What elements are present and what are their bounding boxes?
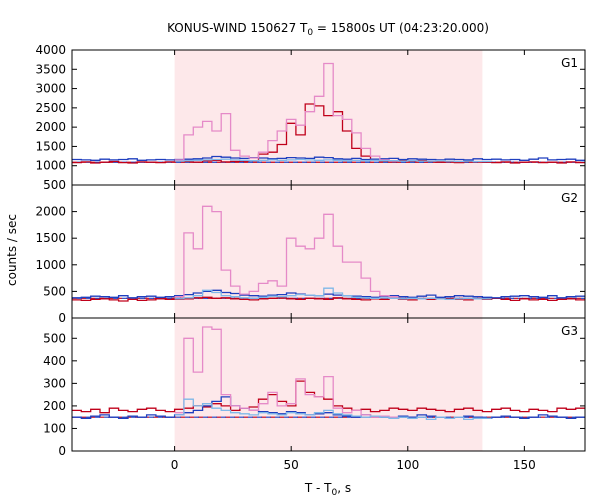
y-tick-label: 500 [43, 284, 66, 298]
y-tick-label: 2000 [35, 205, 66, 219]
y-tick-label: 1000 [35, 258, 66, 272]
title-rest: = 15800s UT (04:23:20.000) [313, 21, 489, 35]
series-blue [72, 155, 585, 161]
xlabel-rest: , s [337, 481, 351, 495]
series-lightblue [174, 398, 492, 421]
panel-plot-area [72, 326, 585, 421]
y-tick-label: 1500 [35, 231, 66, 245]
y-tick-label: 1500 [35, 139, 66, 153]
series-lightblue [174, 287, 492, 301]
panel-label: G2 [561, 191, 578, 205]
xlabel-main: T - T [304, 481, 332, 495]
y-tick-label: 500 [43, 178, 66, 192]
y-tick-label: 300 [43, 376, 66, 390]
series-lightblue [174, 158, 492, 163]
y-tick-label: 100 [43, 421, 66, 435]
y-tick-label: 500 [43, 331, 66, 345]
x-tick-label: 0 [171, 458, 179, 472]
y-tick-label: 0 [58, 311, 66, 325]
x-tick-label: 50 [284, 458, 299, 472]
panel-g3: 0 100 200 300 400 500 G3 [43, 317, 586, 458]
y-axis-label: counts / sec [5, 214, 19, 286]
xlabel-subscript: 0 [332, 488, 338, 498]
title-main: KONUS-WIND 150627 T [167, 21, 308, 35]
chart-title: KONUS-WIND 150627 T0 = 15800s UT (04:23:… [167, 21, 489, 38]
series-blue [72, 289, 585, 299]
panel-g1: 500 1000 1500 2000 2500 3000 3500 4000 G1 [35, 43, 586, 192]
y-tick-label: 2000 [35, 120, 66, 134]
y-tick-label: 2500 [35, 101, 66, 115]
title-subscript: 0 [307, 28, 313, 38]
panel-frame [71, 317, 586, 452]
x-tick-label: 100 [396, 458, 419, 472]
series-red [72, 296, 585, 302]
panel-g2: 0 500 1000 1500 2000 G2 [35, 184, 586, 325]
y-tick-label: 3000 [35, 82, 66, 96]
y-tick-label: 400 [43, 354, 66, 368]
y-tick-label: 0 [58, 444, 66, 458]
series-pink [174, 326, 399, 418]
panels: 5001000150020002500300035004000G10500100… [35, 43, 586, 472]
panel-plot-area [72, 205, 585, 302]
y-tick-label: 1000 [35, 159, 66, 173]
shaded-interval [174, 318, 483, 451]
panel-label: G3 [561, 324, 578, 338]
series-pink [174, 62, 399, 162]
panel-label: G1 [561, 56, 578, 70]
panel-plot-area [72, 62, 585, 164]
x-tick-label: 150 [513, 458, 536, 472]
y-tick-label: 3500 [35, 62, 66, 76]
y-tick-label: 200 [43, 399, 66, 413]
y-tick-label: 4000 [35, 43, 66, 57]
series-pink [174, 205, 399, 298]
x-axis-label: T - T0, s [304, 481, 351, 498]
